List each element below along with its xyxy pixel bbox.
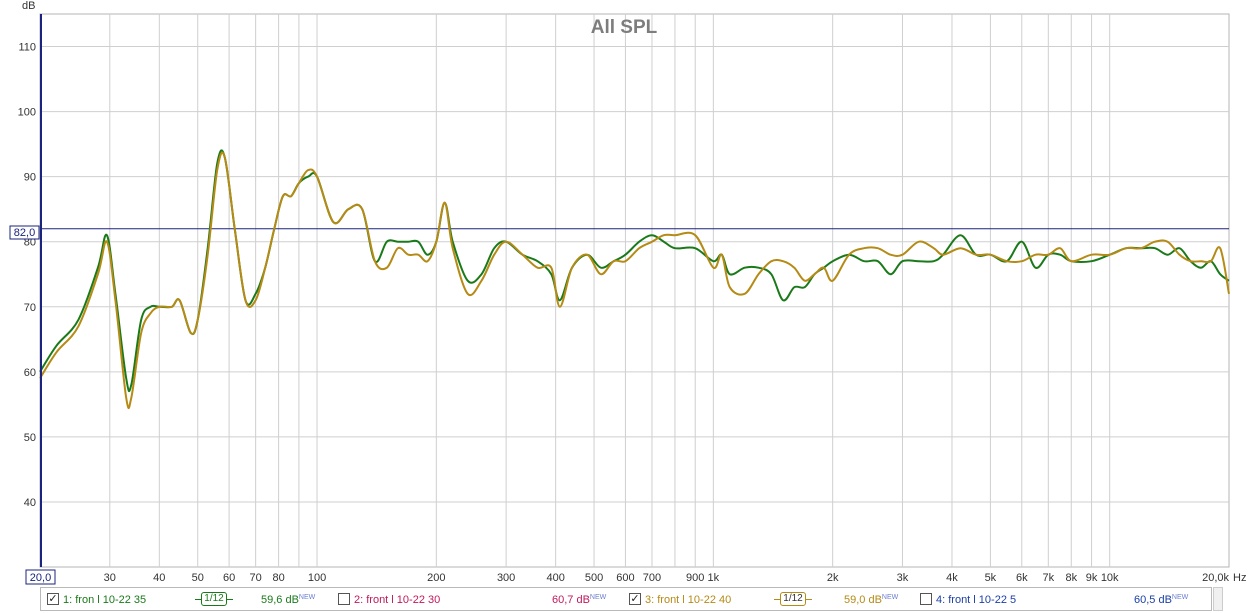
legend-level-4: 60,5 dBNEW <box>1134 593 1188 607</box>
spl-chart[interactable]: 40 50 60 70 80 90 100 110 30 40 50 60 70 80 100 200 300… <box>0 0 1248 586</box>
x-tick-label: 100 <box>308 572 326 584</box>
grid-vertical <box>109 14 1111 567</box>
x-tick-label: 300 <box>497 572 515 584</box>
x-tick-label: 200 <box>427 572 445 584</box>
y-tick-label: 110 <box>18 42 36 54</box>
x-tick-labels: 30 40 50 60 70 80 100 200 300 400 500 600 700 900 1k 2k… <box>104 572 1230 584</box>
x-tick-label: 50 <box>192 572 204 584</box>
x-tick-label: 5k <box>985 572 997 584</box>
x-tick-label: 4k <box>946 572 958 584</box>
x-tick-label: 2k <box>827 572 839 584</box>
legend-new-tag-3: NEW <box>881 594 899 601</box>
y-tick-label: 80 <box>24 237 36 249</box>
x-tick-label: 6k <box>1016 572 1028 584</box>
legend-label-text-2: 2: front l 10-22 30 <box>354 594 441 606</box>
x-tick-label: 500 <box>585 572 603 584</box>
legend-bar: ✓ 1: fron l 10-22 35 1/12 59,6 dBNEW 2: … <box>40 587 1212 611</box>
y-tick-labels: 40 50 60 70 80 90 100 110 <box>18 42 36 509</box>
x-start-box <box>25 569 56 585</box>
x-tick-label: 600 <box>616 572 634 584</box>
legend-label-1[interactable]: 1: fron l 10-22 35 <box>63 593 146 607</box>
y-tick-label: 50 <box>24 432 36 444</box>
legend-checkbox-2[interactable] <box>338 593 350 605</box>
legend-level-text-4: 60,5 dB <box>1134 594 1172 606</box>
legend-level-1: 59,6 dBNEW <box>261 593 315 607</box>
legend-label-text-1: 1: fron l 10-22 35 <box>63 594 147 606</box>
chart-title: All SPL <box>591 17 658 38</box>
legend-new-tag-2: NEW <box>589 594 607 601</box>
legend-new-tag-4: NEW <box>1171 594 1189 601</box>
x-tick-label: 900 <box>686 572 704 584</box>
ref-value-label: 82,0 <box>14 227 35 239</box>
x-tick-label: 1k <box>708 572 720 584</box>
x-tick-label: 9k <box>1086 572 1098 584</box>
series-lines <box>39 149 1230 409</box>
legend-label-2[interactable]: 2: front l 10-22 30 <box>354 593 440 607</box>
plot-area[interactable] <box>39 13 1230 568</box>
x-axis-unit: Hz <box>1233 572 1246 584</box>
x-tick-label: 8k <box>1065 572 1077 584</box>
x-tick-label: 400 <box>546 572 564 584</box>
y-tick-label: 40 <box>24 497 36 509</box>
y-axis-label: dB <box>22 0 35 12</box>
legend-label-text-4: 4: front l 10-22 5 <box>936 594 1017 606</box>
x-tick-label: 30 <box>104 572 116 584</box>
x-tick-label: 10k <box>1101 572 1119 584</box>
x-start-label: 20,0 <box>30 572 51 584</box>
legend-checkbox-4[interactable] <box>920 593 932 605</box>
x-tick-label: 7k <box>1042 572 1054 584</box>
x-tick-label: 700 <box>643 572 661 584</box>
x-tick-label: 3k <box>897 572 909 584</box>
grid-horizontal <box>40 46 1229 503</box>
smoothing-line-left-3 <box>774 599 780 600</box>
y-tick-label: 90 <box>24 172 36 184</box>
legend-label-4[interactable]: 4: front l 10-22 5 <box>936 593 1016 607</box>
x-tick-label: 40 <box>153 572 165 584</box>
legend-level-text-2: 60,7 dB <box>552 594 590 606</box>
legend-checkbox-1[interactable]: ✓ <box>47 593 59 605</box>
ref-value-box <box>9 225 40 240</box>
legend-level-text-3: 59,0 dB <box>844 594 882 606</box>
x-tick-label: 70 <box>250 572 262 584</box>
series-line-3 <box>39 151 1230 409</box>
legend-label-text-3: 3: front l 10-22 40 <box>645 594 732 606</box>
x-tick-label: 80 <box>272 572 284 584</box>
smoothing-line-right-3 <box>806 599 812 600</box>
smoothing-button-3[interactable]: 1/12 <box>780 592 806 606</box>
y-tick-label: 60 <box>24 367 36 379</box>
y-tick-label: 100 <box>18 107 36 119</box>
x-tick-label: 20,0k <box>1202 572 1229 584</box>
legend-label-3[interactable]: 3: front l 10-22 40 <box>645 593 731 607</box>
smoothing-line-left-1 <box>195 599 201 600</box>
x-tick-label: 60 <box>223 572 235 584</box>
legend-new-tag-1: NEW <box>298 594 316 601</box>
smoothing-line-right-1 <box>227 599 233 600</box>
legend-level-2: 60,7 dBNEW <box>552 593 606 607</box>
legend-level-text-1: 59,6 dB <box>261 594 299 606</box>
legend-level-3: 59,0 dBNEW <box>844 593 898 607</box>
y-tick-label: 70 <box>24 302 36 314</box>
legend-scrollbar[interactable] <box>1213 587 1223 611</box>
legend-checkbox-3[interactable]: ✓ <box>629 593 641 605</box>
smoothing-button-1[interactable]: 1/12 <box>201 592 227 606</box>
